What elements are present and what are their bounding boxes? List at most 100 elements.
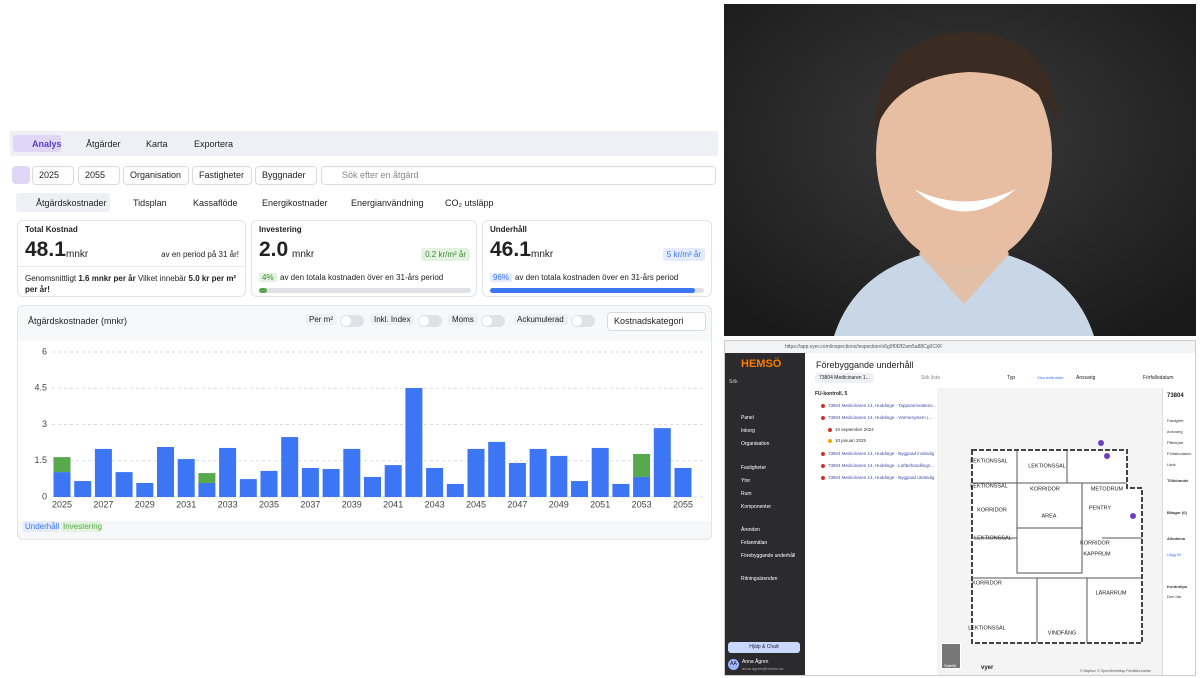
nav-tab[interactable]: Karta <box>146 139 168 149</box>
nav-tab[interactable]: Exportera <box>194 139 234 149</box>
dropdown[interactable]: Kostnadskategori <box>607 312 706 331</box>
nav-tab[interactable]: Åtgärder <box>86 139 121 149</box>
subtab[interactable]: Energikostnader <box>262 198 328 208</box>
x-tick-label: 2031 <box>176 499 196 509</box>
browser-bar <box>725 341 1195 353</box>
room-label: LEKTIONSSAL <box>1028 463 1066 469</box>
menu-item[interactable]: Ytor <box>741 478 751 484</box>
toggle[interactable] <box>340 315 364 327</box>
toggle-label: Moms <box>448 314 478 325</box>
room-label: PENTRY <box>1089 505 1112 511</box>
y-tick-label: 0 <box>42 491 47 501</box>
subtab[interactable]: Kassaflöde <box>193 198 238 208</box>
card-note: av en period på 31 år! <box>161 250 239 259</box>
toggle-label: Ackumulerad <box>513 314 568 325</box>
toolbar[interactable]: Förfallodatum <box>1143 375 1174 381</box>
bar <box>115 472 133 497</box>
toggle[interactable] <box>481 315 505 327</box>
x-tick-label: 2037 <box>300 499 320 509</box>
bar <box>157 446 174 497</box>
subtab[interactable]: Energianvändning <box>351 198 424 208</box>
menu-item[interactable]: Ritningsärenden <box>741 576 778 582</box>
list-row[interactable]: 73804 Medicinaren 14, Huddinge - Byggnad… <box>828 475 935 480</box>
x-tick-label: 2035 <box>259 499 279 509</box>
bar <box>529 448 547 497</box>
filter[interactable]: Fastigheter <box>192 166 252 185</box>
list-row[interactable]: 73804 Medicinaren 14, Huddinge - Värmesy… <box>828 415 933 420</box>
room-label: AREA <box>1042 513 1057 519</box>
menu-item[interactable]: Fastigheter <box>741 465 767 471</box>
x-tick-label: 2039 <box>342 499 362 509</box>
x-tick-label: 2027 <box>93 499 113 509</box>
x-tick-label: 2029 <box>135 499 155 509</box>
list-row[interactable]: 73804 Medicinaren 14, Huddinge - Tappvar… <box>828 403 937 408</box>
bar <box>633 476 651 497</box>
filter[interactable]: Organisation <box>123 166 189 185</box>
filter[interactable]: 2025 <box>32 166 74 185</box>
menu-item[interactable]: Ärenden <box>741 527 760 533</box>
bar <box>198 482 216 497</box>
menu-item[interactable]: Komponenter <box>741 504 772 510</box>
menu-item[interactable]: Inkorg <box>741 428 755 434</box>
bar <box>550 455 568 497</box>
menu-item[interactable]: Felanmälan <box>741 540 768 546</box>
email: anna.agren@hemso.se <box>742 666 784 671</box>
toggle[interactable] <box>418 315 442 327</box>
bar <box>674 468 692 497</box>
share-text: av den totala kostnaden över en 31-års p… <box>280 273 444 282</box>
toolbar[interactable]: Visa avfärdade <box>1037 375 1064 380</box>
card-value: 2.0 <box>259 238 289 261</box>
card-unit: mnkr <box>66 249 89 260</box>
logo: HEMSÖ <box>741 358 782 370</box>
list-row[interactable]: 73804 Medicinaren 14, Huddinge - Luftbeh… <box>828 463 934 468</box>
subtab[interactable]: Tidsplan <box>133 198 167 208</box>
subtab[interactable]: CO₂ utsläpp <box>445 198 494 208</box>
room-label: LEKTIONSSAL <box>970 483 1008 489</box>
menu-item[interactable]: Förebyggande underhåll <box>741 553 796 559</box>
menu-item[interactable]: Organisation <box>741 441 770 447</box>
filter[interactable]: Byggnader <box>255 166 317 185</box>
legend-label: Underhåll <box>25 522 59 531</box>
detail-field: Tillhörande <box>1167 478 1189 483</box>
room-label: METODRUM <box>1091 486 1124 492</box>
app-screenshot: https://app.vyer.com/inspections/inspect… <box>724 340 1196 676</box>
progress-bar <box>490 288 696 293</box>
search[interactable]: Sök efter en åtgärd <box>321 166 716 185</box>
menu-item[interactable]: Rum <box>741 491 752 497</box>
detail-field: Påbörjad <box>1167 440 1184 445</box>
progress-track <box>490 288 704 293</box>
bar <box>136 482 154 497</box>
toolbar[interactable]: Ansvarig <box>1076 375 1096 381</box>
list-search[interactable]: Sök lista <box>921 375 940 381</box>
text: Genomsnittligt <box>25 274 79 283</box>
subtab[interactable]: Åtgärdskostnader <box>36 198 107 208</box>
menu-item[interactable]: Panel <box>741 415 754 421</box>
url: https://app.vyer.com/inspections/inspect… <box>785 344 943 350</box>
filter-icon[interactable] <box>12 166 30 184</box>
detail-field: Allmänna <box>1167 536 1186 541</box>
nav-tab[interactable]: Analys <box>32 139 62 149</box>
list-row[interactable]: 73804 Medicinaren 14, Huddinge - Byggnad… <box>828 451 935 456</box>
card: Underhåll 46.1 mnkr 5 kr/m² år 96% av de… <box>482 220 712 297</box>
bar <box>467 448 485 497</box>
legend-label: Investering <box>63 522 102 531</box>
bar <box>364 476 381 497</box>
status-dot <box>821 464 825 468</box>
list-row[interactable]: 10 september 2024 <box>835 427 874 432</box>
bar <box>301 468 319 497</box>
search[interactable]: Sök <box>729 379 738 385</box>
share-label: 4% <box>259 273 277 282</box>
bar <box>53 457 71 473</box>
photo <box>724 4 1196 336</box>
toggle[interactable] <box>571 315 595 327</box>
toolbar[interactable]: Typ <box>1007 375 1016 381</box>
satellite-toggle[interactable] <box>941 643 961 669</box>
filter[interactable]: 2055 <box>78 166 120 185</box>
room-label: VINDFÅNG <box>1048 629 1076 636</box>
share-text: av den totala kostnaden över en 31-års p… <box>515 273 679 282</box>
x-tick-label: 2051 <box>590 499 610 509</box>
filter-chip[interactable]: 73804 Medicinaren 1... <box>815 373 874 383</box>
card: Investering 2.0 mnkr 0.2 kr/m² år 4% av … <box>251 220 477 297</box>
list-row[interactable]: 10 januari 2025 <box>835 438 867 443</box>
help-button[interactable]: Hjälp & Chatt <box>728 642 800 653</box>
